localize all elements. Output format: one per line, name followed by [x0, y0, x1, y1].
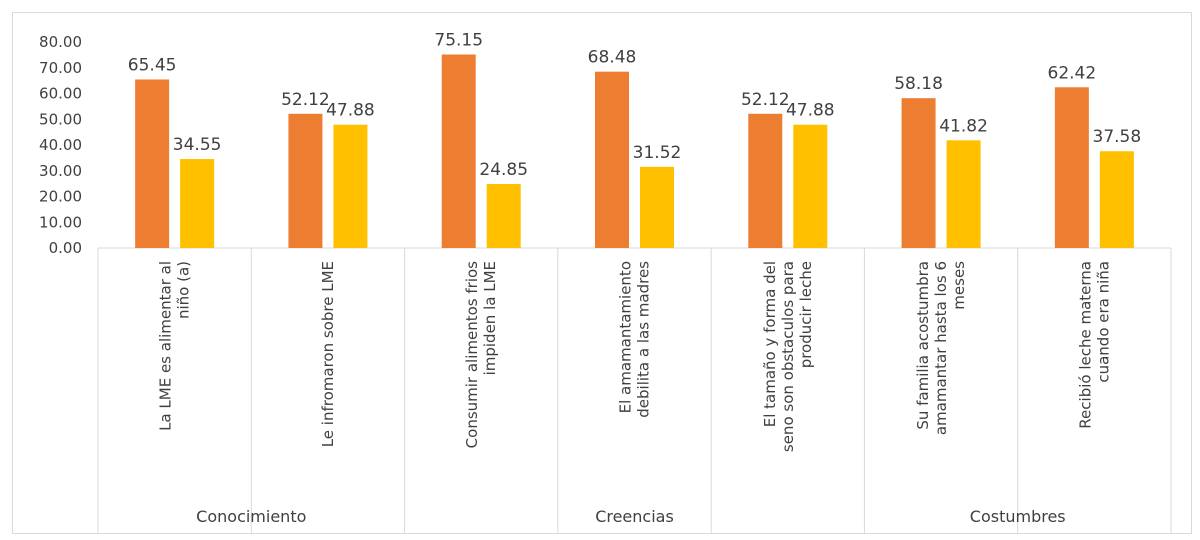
bar [1054, 87, 1089, 249]
data-label: 24.85 [479, 160, 528, 180]
data-label: 52.12 [281, 90, 330, 110]
category-label-line: Su familia acostumbra [914, 261, 932, 430]
bar [640, 166, 674, 248]
bar [1099, 151, 1134, 248]
data-label: 62.42 [1048, 63, 1097, 83]
bar [441, 54, 476, 248]
data-label: 68.48 [588, 48, 637, 68]
bar [595, 71, 629, 248]
bar [288, 113, 323, 248]
bar [180, 159, 215, 248]
y-tick-label: 20.00 [39, 188, 82, 206]
category-label-line: El amamantamiento [617, 261, 635, 413]
data-label: 41.82 [939, 116, 988, 136]
category-label-line: amamantar hasta los 6 [932, 261, 950, 435]
y-tick-label: 40.00 [39, 136, 82, 154]
group-label: Conocimiento [196, 507, 306, 526]
bar [333, 124, 368, 248]
category-label: Le infromaron sobre LME [319, 261, 337, 447]
category-label: El amamantamientodebilita a las madres [617, 261, 653, 418]
category-label-line: El tamaño y forma del [761, 261, 779, 427]
y-tick-label: 60.00 [39, 85, 82, 103]
y-tick-label: 0.00 [49, 239, 82, 257]
category-label: Su familia acostumbraamamantar hasta los… [914, 261, 968, 435]
bar [486, 184, 521, 248]
category-label: El tamaño y forma delseno son obstaculos… [761, 261, 815, 452]
data-label: 75.15 [434, 30, 483, 50]
y-tick-label: 50.00 [39, 110, 82, 128]
y-tick-label: 80.00 [39, 33, 82, 51]
category-label: Recibió leche maternacuando era niña [1076, 261, 1112, 429]
data-label: 65.45 [128, 55, 177, 75]
category-label-line: cuando era niña [1094, 261, 1112, 383]
category-label-line: Recibió leche materna [1076, 261, 1094, 429]
category-label: La LME es alimentar alniño (a) [157, 261, 193, 431]
category-label-line: La LME es alimentar al [157, 261, 175, 431]
data-label: 47.88 [326, 101, 375, 121]
category-label-line: meses [950, 261, 968, 310]
data-label: 47.88 [786, 101, 835, 121]
data-label: 31.52 [633, 143, 682, 163]
category-label-line: producir leche [797, 261, 815, 368]
bar [901, 98, 936, 249]
bar [793, 124, 828, 248]
data-label: 58.18 [894, 74, 943, 94]
category-label-line: Le infromaron sobre LME [319, 261, 337, 447]
group-label: Creencias [595, 507, 674, 526]
data-label: 52.12 [741, 90, 790, 110]
data-label: 37.58 [1093, 127, 1142, 147]
y-tick-label: 30.00 [39, 162, 82, 180]
category-label-line: seno son obstaculos para [779, 261, 797, 452]
category-label-line: Consumir alimentos frios [463, 261, 481, 449]
bar [135, 79, 170, 248]
bar [946, 140, 981, 248]
group-label: Costumbres [970, 507, 1066, 526]
category-label: Consumir alimentos friosimpiden la LME [463, 261, 499, 449]
bar [748, 113, 783, 248]
y-tick-label: 70.00 [39, 59, 82, 77]
category-label-line: impiden la LME [481, 261, 499, 375]
category-label-line: niño (a) [175, 261, 193, 319]
y-tick-label: 10.00 [39, 213, 82, 231]
bar-chart: 0.00 10.00 20.00 30.00 40.00 50.00 60.00 70.00 8… [39, 30, 1172, 533]
data-label: 34.55 [173, 135, 222, 155]
category-label-line: debilita a las madres [635, 261, 653, 418]
chart-frame: 0.00 10.00 20.00 30.00 40.00 50.00 60.00 70.00 8… [12, 12, 1192, 534]
